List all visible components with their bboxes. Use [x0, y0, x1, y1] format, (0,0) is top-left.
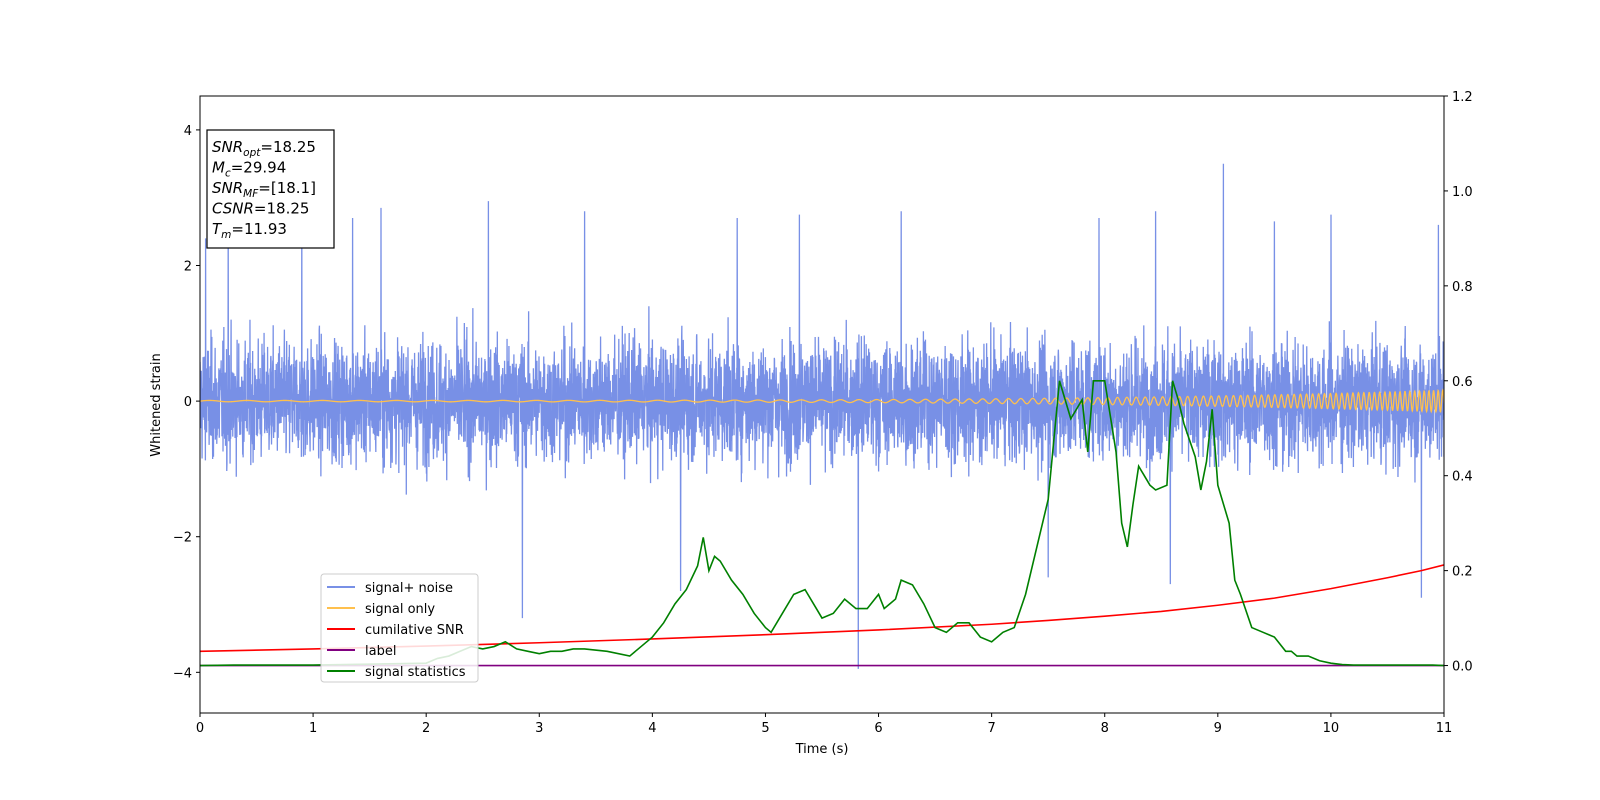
x-tick-label: 10	[1323, 721, 1340, 736]
y-left-tick-label: 4	[184, 124, 192, 139]
series-line-signal-only	[200, 388, 1444, 414]
series-line-signal-noise	[200, 163, 1444, 669]
stats-box-frame	[206, 129, 335, 249]
stats-line: CSNR=18.25	[212, 200, 309, 218]
x-axis: 0 1 2 3 4 5 6 7 8 9 10 11	[196, 713, 1452, 736]
y-right-tick-label: 0.0	[1452, 660, 1473, 675]
x-axis-label: Time (s)	[795, 742, 849, 757]
y-left-tick-label: −2	[173, 531, 192, 546]
x-tick-label: 1	[309, 721, 317, 736]
legend-label: signal statistics	[365, 665, 466, 680]
y-left-tick-label: −4	[173, 666, 192, 681]
y-right-tick-label: 0.6	[1452, 375, 1473, 390]
y-axis-label: Whitened strain	[149, 353, 164, 456]
x-tick-label: 6	[874, 721, 882, 736]
x-tick-label: 8	[1101, 721, 1109, 736]
series-signal-noise	[200, 163, 1444, 669]
stats-line: SNRMF=[18.1]	[212, 179, 316, 200]
legend-label: signal only	[365, 602, 435, 617]
x-tick-label: 5	[761, 721, 769, 736]
x-tick-label: 0	[196, 721, 204, 736]
x-tick-label: 11	[1436, 721, 1453, 736]
stats-line: SNRopt=18.25	[212, 138, 316, 159]
stats-line: Mc=29.94	[212, 159, 286, 180]
legend-label: label	[365, 644, 396, 659]
y-axis-right: 0.0 0.2 0.4 0.6 0.8 1.0 1.2	[1444, 90, 1473, 675]
y-right-tick-label: 1.2	[1452, 90, 1473, 105]
x-tick-label: 3	[535, 721, 543, 736]
axes-frame	[199, 95, 1445, 714]
series-signal-statistics	[200, 379, 1444, 667]
y-left-tick-label: 0	[184, 395, 192, 410]
stats-line: Tm=11.93	[212, 220, 287, 241]
x-tick-label: 4	[648, 721, 656, 736]
x-tick-label: 2	[422, 721, 430, 736]
series-signal-only	[200, 388, 1444, 414]
legend: signal+ noise signal only cumilative SNR la…	[320, 573, 479, 683]
stats-annotation-box: SNRopt=18.25Mc=29.94SNRMF=[18.1]CSNR=18.…	[206, 129, 335, 249]
y-right-tick-label: 0.2	[1452, 565, 1473, 580]
x-tick-label: 7	[987, 721, 995, 736]
y-right-tick-label: 1.0	[1452, 185, 1473, 200]
y-right-tick-label: 0.4	[1452, 470, 1473, 485]
y-axis-left: −4 −2 0 2 4	[173, 124, 200, 681]
y-right-tick-label: 0.8	[1452, 280, 1473, 295]
legend-label: signal+ noise	[365, 581, 453, 596]
x-tick-label: 9	[1214, 721, 1222, 736]
y-left-tick-label: 2	[184, 260, 192, 275]
legend-frame	[320, 573, 479, 683]
legend-label: cumilative SNR	[365, 623, 464, 638]
